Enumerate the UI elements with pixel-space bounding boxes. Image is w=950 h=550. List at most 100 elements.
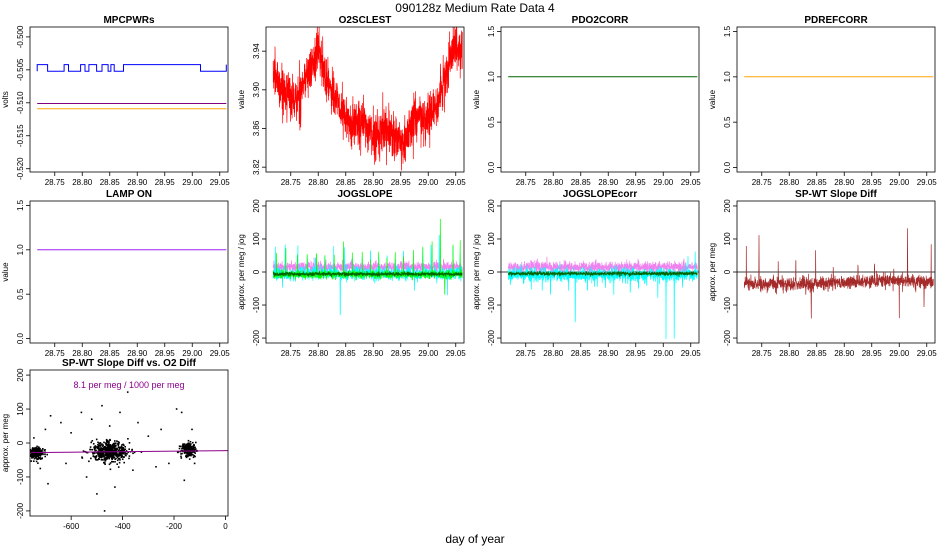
scatter-point <box>95 455 98 457</box>
y-axis-label: approx. per meg / jog <box>472 234 481 310</box>
scatter-point <box>109 444 112 446</box>
scatter-point <box>38 457 40 459</box>
scatter-point <box>39 456 41 459</box>
y-axis-label: approx. per meg <box>1 414 10 472</box>
scatter-point <box>35 456 37 458</box>
scatter-point <box>107 445 109 447</box>
plot-area <box>36 64 227 110</box>
scatter-point <box>109 455 111 458</box>
scatter-point <box>95 438 98 441</box>
scatter-point <box>183 444 185 446</box>
scatter-point <box>109 452 111 454</box>
panel-jogslopecorr: JOGSLOPEcorr approx. per meg / jog 28.75 28… <box>472 189 701 358</box>
scatter-point <box>195 441 197 444</box>
y-tick-label: 0.0 <box>723 161 732 173</box>
x-tick-label: 28.85 <box>100 178 121 187</box>
panel-frame <box>736 200 936 344</box>
series-line-0 <box>36 64 227 72</box>
x-tick-label: 28.95 <box>626 349 647 358</box>
scatter-point <box>185 456 188 459</box>
scatter-point <box>106 447 108 449</box>
x-tick-label: 29.00 <box>418 349 439 358</box>
scatter-point <box>113 453 115 455</box>
scatter-point <box>109 439 111 441</box>
scatter-point <box>124 453 126 455</box>
series-line-0 <box>507 256 698 279</box>
scatter-point <box>32 456 34 459</box>
scatter-point <box>189 444 192 447</box>
scatter-point <box>121 452 123 454</box>
scatter-point <box>127 438 129 440</box>
x-tick-label: 28.90 <box>834 349 855 358</box>
scatter-point <box>184 448 186 450</box>
fit-annotation: 8.1 per meg / 1000 per meg <box>73 380 184 390</box>
scatter-point <box>122 443 124 446</box>
scatter-point <box>106 441 109 444</box>
scatter-point <box>93 447 96 450</box>
scatter-point <box>108 425 111 427</box>
scatter-point <box>100 456 103 458</box>
scatter-point <box>188 446 190 449</box>
scatter-point <box>106 443 109 446</box>
panel-frame <box>500 200 700 344</box>
scatter-point <box>109 454 112 457</box>
scatter-point <box>120 445 123 448</box>
y-tick-label: -100 <box>16 468 25 485</box>
scatter-point <box>131 448 133 451</box>
figure-xlabel: day of year <box>445 532 504 546</box>
scatter-point <box>114 461 116 463</box>
chart-panels: MPCPWRs volts 28.75 28.80 28.85 28.90 28.95 29.… <box>1 15 937 531</box>
scatter-point <box>34 452 37 454</box>
y-tick-label: 200 <box>252 199 261 213</box>
scatter-point <box>117 443 119 445</box>
scatter-point <box>192 454 194 456</box>
scatter-point <box>115 453 118 455</box>
x-tick-label: 28.80 <box>779 349 800 358</box>
scatter-point <box>128 457 130 460</box>
scatter-point <box>82 450 85 452</box>
panel-lampon: LAMP ON value 28.75 28.80 28.85 28.90 28.95 29.… <box>1 189 230 358</box>
y-tick-label: -0.515 <box>16 124 25 147</box>
scatter-point <box>33 437 35 439</box>
scatter-point <box>187 439 190 442</box>
y-axis-label: approx. per meg / jog <box>237 234 246 310</box>
scatter-point <box>94 449 96 452</box>
scatter-point <box>104 448 107 450</box>
scatter-point <box>186 447 188 449</box>
scatter-point <box>188 454 191 457</box>
scatter-point <box>36 449 38 452</box>
scatter-point <box>108 456 110 459</box>
scatter-point <box>46 453 48 456</box>
scatter-point <box>115 450 117 452</box>
panel-title: SP-WT Slope Diff vs. O2 Diff <box>62 358 197 369</box>
scatter-point <box>118 454 121 456</box>
panel-jogslope: JOGSLOPE approx. per meg / jog 28.75 28.80 2… <box>237 189 466 358</box>
scatter-point <box>111 453 113 456</box>
scatter-point <box>185 451 187 454</box>
panel-frame <box>265 26 465 173</box>
scatter-point <box>105 454 107 457</box>
scatter-point <box>97 458 99 461</box>
scatter-point <box>192 451 194 453</box>
scatter-point <box>107 453 110 456</box>
scatter-point <box>31 457 33 459</box>
scatter-point <box>96 493 98 495</box>
series-line-1 <box>507 251 698 340</box>
x-tick-label: 29.00 <box>653 349 674 358</box>
x-tick-label: -200 <box>166 522 183 531</box>
scatter-point <box>37 458 40 460</box>
scatter-point <box>100 459 103 461</box>
scatter-point <box>80 411 83 414</box>
y-tick-label: -100 <box>487 296 496 313</box>
scatter-point <box>32 455 34 458</box>
scatter-point <box>37 449 39 452</box>
scatter-point <box>39 467 42 470</box>
scatter-point <box>188 448 190 450</box>
x-tick-label: 28.75 <box>752 178 773 187</box>
y-tick-label: 0.0 <box>16 332 25 344</box>
scatter-point <box>114 453 117 456</box>
scatter-point <box>49 415 52 417</box>
scatter-point <box>111 460 113 463</box>
scatter-point <box>37 446 40 448</box>
scatter-point <box>109 449 111 452</box>
